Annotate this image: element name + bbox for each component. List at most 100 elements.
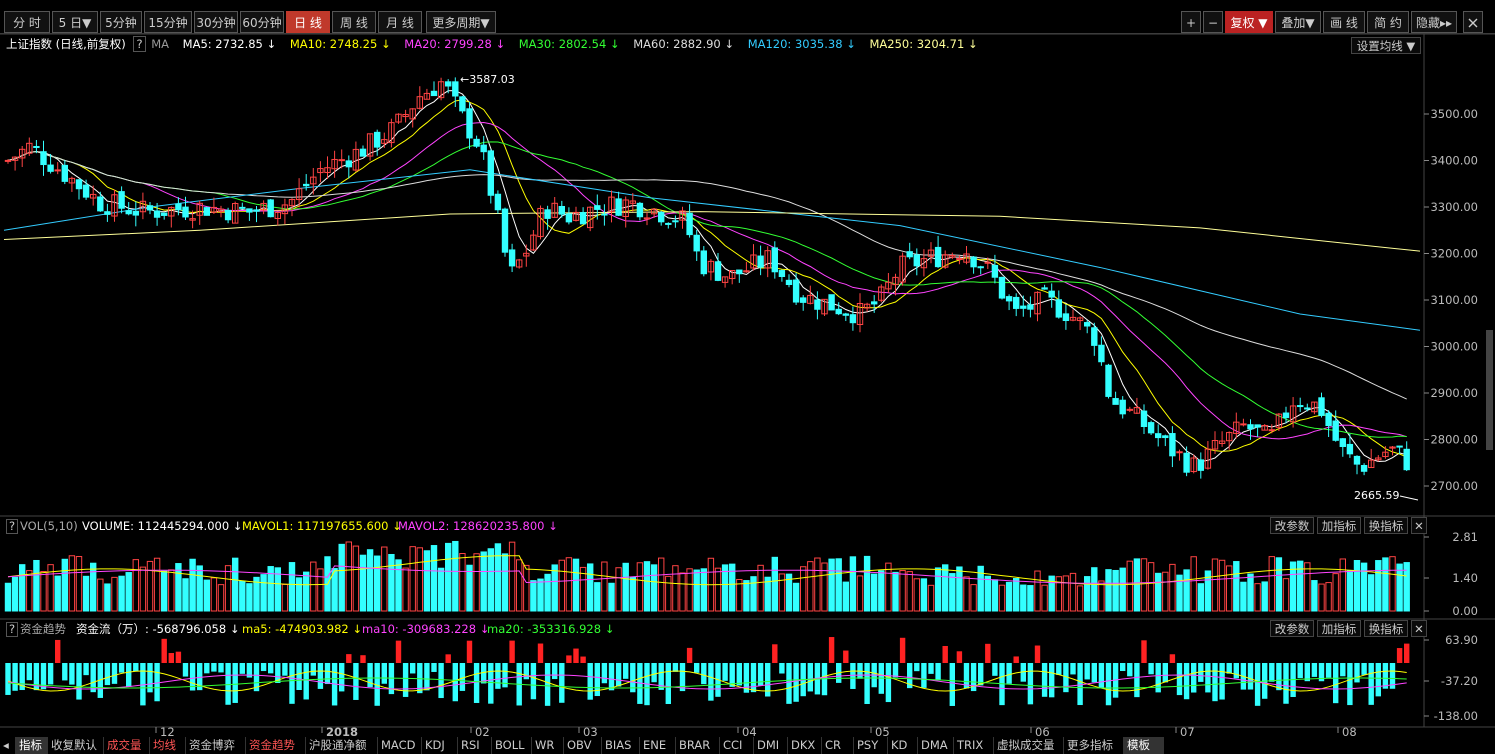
flow-name[interactable]: 资金趋势 xyxy=(20,622,66,636)
hide-panel-button[interactable]: 隐藏▸▸ xyxy=(1411,11,1457,33)
fund-flow-bar xyxy=(1049,663,1055,698)
volume-bar xyxy=(4,582,12,612)
volume-bar xyxy=(1197,583,1204,612)
zoom-out-button[interactable]: − xyxy=(1203,11,1223,33)
candle-body xyxy=(792,279,800,303)
flow-switch-indicator-button[interactable]: 换指标 xyxy=(1364,620,1408,637)
vol-help-icon[interactable]: ? xyxy=(6,519,19,534)
fuquan-dropdown[interactable]: 复权 ▼ xyxy=(1225,11,1273,33)
tab-volume[interactable]: 成交量 xyxy=(104,737,150,754)
tabs-scroll-left-icon[interactable]: ◂ xyxy=(0,737,16,754)
tab-bias[interactable]: BIAS xyxy=(602,737,640,754)
volume-bar xyxy=(1041,584,1048,612)
flow-header: ? 资金趋势 资金流（万）: -568796.058 ↓ ma5: -47490… xyxy=(0,620,1495,638)
candle-body xyxy=(47,164,54,172)
period-5min-button[interactable]: 5分钟 xyxy=(100,11,142,33)
flow-change-params-button[interactable]: 改参数 xyxy=(1270,620,1314,637)
close-window-button[interactable] xyxy=(1463,11,1483,33)
tab-ene[interactable]: ENE xyxy=(640,737,676,754)
tab-junxian[interactable]: 均线 xyxy=(150,737,186,754)
period-5day-button[interactable]: 5 日▼ xyxy=(52,11,98,33)
flow-help-icon[interactable]: ? xyxy=(6,622,19,637)
fund-flow-bar xyxy=(1006,663,1012,684)
volume-bar xyxy=(530,580,537,612)
tab-wr[interactable]: WR xyxy=(532,737,564,754)
vol-change-params-button[interactable]: 改参数 xyxy=(1270,517,1314,534)
volume-bar xyxy=(1396,563,1403,612)
fund-flow-bar xyxy=(424,663,430,691)
fund-flow-bar xyxy=(672,663,679,672)
vol-add-indicator-button[interactable]: 加指标 xyxy=(1317,517,1361,534)
fund-flow-bar xyxy=(1041,663,1048,697)
period-30min-button[interactable]: 30分钟 xyxy=(194,11,238,33)
tab-zijin-qushi[interactable]: 资金趋势 xyxy=(246,737,306,754)
volume-bar xyxy=(402,567,409,612)
flow-add-indicator-button[interactable]: 加指标 xyxy=(1317,620,1361,637)
candle-body xyxy=(736,269,743,275)
tab-boll[interactable]: BOLL xyxy=(492,737,532,754)
volume-bar xyxy=(537,578,544,612)
tab-cr[interactable]: CR xyxy=(822,737,854,754)
tab-brar[interactable]: BRAR xyxy=(676,737,720,754)
candle-body xyxy=(1133,407,1141,414)
candle-body xyxy=(1020,305,1027,309)
tab-trix[interactable]: TRIX xyxy=(954,737,994,754)
period-15min-button[interactable]: 15分钟 xyxy=(144,11,192,33)
tab-more-indicators[interactable]: 更多指标 xyxy=(1064,737,1124,754)
simple-mode-button[interactable]: 简 约 xyxy=(1367,11,1409,33)
overlay-dropdown[interactable]: 叠加▼ xyxy=(1275,11,1321,33)
volume-bar xyxy=(175,563,182,612)
ma-label[interactable]: MA xyxy=(151,37,170,51)
candle-body xyxy=(501,208,509,253)
tab-cci[interactable]: CCI xyxy=(720,737,754,754)
flow-close-button[interactable]: ✕ xyxy=(1411,620,1427,637)
fund-flow-bar xyxy=(488,663,494,704)
period-60min-button[interactable]: 60分钟 xyxy=(240,11,284,33)
tab-zijin-boyi[interactable]: 资金博弈 xyxy=(186,737,246,754)
fund-flow-bar xyxy=(147,663,153,693)
vol-switch-indicator-button[interactable]: 换指标 xyxy=(1364,517,1408,534)
candle-body xyxy=(303,183,310,187)
flow-ma10-line xyxy=(7,674,1407,690)
tab-macd[interactable]: MACD xyxy=(378,737,422,754)
volume-bar xyxy=(480,551,487,612)
period-weekly-button[interactable]: 周 线 xyxy=(332,11,376,33)
tab-restore-default[interactable]: 收复默认 xyxy=(48,737,104,754)
volume-bar xyxy=(111,576,118,612)
tab-obv[interactable]: OBV xyxy=(564,737,602,754)
tab-kd[interactable]: KD xyxy=(888,737,918,754)
tab-dma[interactable]: DMA xyxy=(918,737,954,754)
vol-close-button[interactable]: ✕ xyxy=(1411,517,1427,534)
tab-dmi[interactable]: DMI xyxy=(754,737,788,754)
tab-kdj[interactable]: KDJ xyxy=(422,737,458,754)
vol-name[interactable]: VOL(5,10) xyxy=(20,519,78,533)
tab-zhibiao[interactable]: 指标 xyxy=(16,737,48,754)
tab-hugutong[interactable]: 沪股通净额 xyxy=(306,737,378,754)
fund-flow-bar xyxy=(126,663,132,687)
tab-virtual-volume[interactable]: 虚拟成交量 xyxy=(994,737,1064,754)
help-q-icon[interactable]: ? xyxy=(133,36,146,52)
x-tick-label: 02 xyxy=(475,725,490,739)
zoom-in-button[interactable]: + xyxy=(1181,11,1201,33)
volume-bar xyxy=(636,562,644,612)
tab-dkx[interactable]: DKX xyxy=(788,737,822,754)
candle-body xyxy=(388,122,395,144)
period-monthly-button[interactable]: 月 线 xyxy=(378,11,422,33)
volume-bar xyxy=(239,580,246,612)
tab-template[interactable]: 模板 xyxy=(1124,737,1164,754)
tab-psy[interactable]: PSY xyxy=(854,737,888,754)
candle-body xyxy=(594,205,601,210)
fund-flow-bar xyxy=(573,648,579,663)
ma-settings-dropdown[interactable]: 设置均线 ▼ xyxy=(1351,37,1421,54)
more-periods-dropdown[interactable]: 更多周期▼ xyxy=(426,11,496,33)
candle-body xyxy=(82,184,90,198)
fund-flow-bar xyxy=(942,645,948,663)
fund-flow-bar xyxy=(1304,663,1310,682)
tab-rsi[interactable]: RSI xyxy=(458,737,492,754)
period-fenshi-button[interactable]: 分 时 xyxy=(4,11,50,33)
candle-body xyxy=(1169,433,1176,457)
period-daily-button[interactable]: 日 线 xyxy=(286,11,330,33)
draw-line-button[interactable]: 画 线 xyxy=(1323,11,1365,33)
candle-body xyxy=(1289,405,1297,423)
